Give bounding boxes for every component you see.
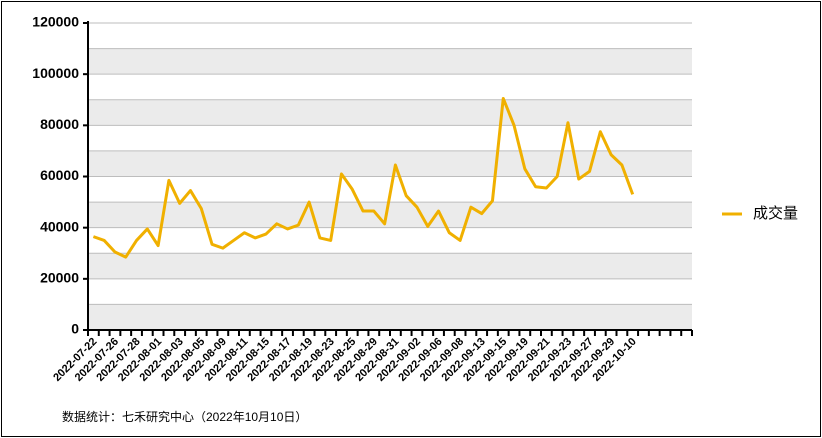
grid-band bbox=[88, 202, 692, 228]
y-tick-label: 60000 bbox=[40, 167, 79, 183]
grid-band bbox=[88, 253, 692, 279]
source-note: 数据统计：七禾研究中心（2022年10月10日） bbox=[62, 409, 307, 424]
y-tick-label: 120000 bbox=[32, 14, 79, 30]
grid-band bbox=[88, 150, 692, 177]
y-tick-label: 80000 bbox=[40, 116, 79, 132]
grid-band bbox=[88, 99, 692, 126]
y-tick-label: 100000 bbox=[32, 65, 79, 81]
y-tick-label: 20000 bbox=[40, 270, 79, 286]
grid-band bbox=[88, 48, 692, 75]
line-series bbox=[92, 96, 635, 259]
grid-band bbox=[88, 304, 692, 330]
legend-label: 成交量 bbox=[753, 204, 798, 222]
y-tick-label: 40000 bbox=[40, 218, 79, 234]
y-tick-label: 0 bbox=[71, 321, 79, 337]
